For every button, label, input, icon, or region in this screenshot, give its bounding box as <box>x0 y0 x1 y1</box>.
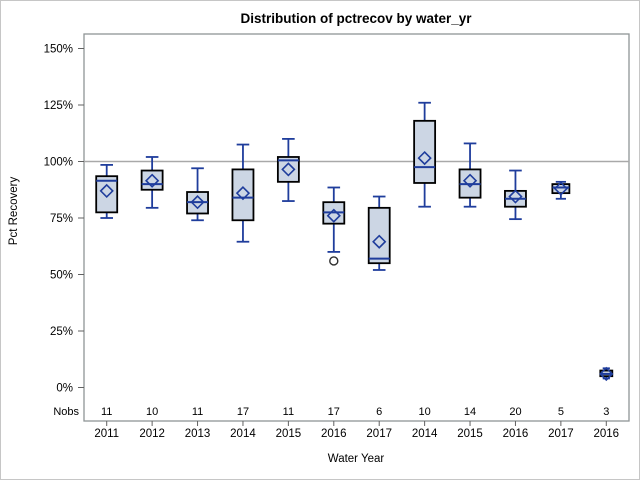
mean-diamond <box>235 186 251 201</box>
nobs-value: 14 <box>464 406 476 418</box>
nobs-value: 17 <box>237 406 249 418</box>
plot-marks: 0%25%50%75%100%125%150%20111120121020131… <box>44 33 630 440</box>
box-iqr <box>551 183 571 195</box>
x-tick-label: 2012 <box>139 428 165 440</box>
chart-title: Distribution of pctrecov by water_yr <box>240 11 472 26</box>
y-tick-label: 150% <box>44 44 73 56</box>
nobs-value: 17 <box>328 406 340 418</box>
plot-frame <box>83 33 630 422</box>
y-axis-title: Pct Recovery <box>8 177 20 246</box>
mean-diamond <box>599 366 614 382</box>
x-tick-label: 2014 <box>412 428 438 440</box>
nobs-value: 3 <box>603 406 609 418</box>
y-tick-label: 25% <box>50 326 73 338</box>
nobs-value: 6 <box>376 406 382 418</box>
x-tick-label: 2013 <box>185 428 211 440</box>
x-tick-label: 2017 <box>366 428 392 440</box>
mean-diamond <box>372 234 387 249</box>
x-tick-label: 2016 <box>593 428 619 440</box>
nobs-value: 5 <box>558 406 564 418</box>
x-tick-label: 2016 <box>503 428 529 440</box>
y-tick-label: 100% <box>44 157 73 169</box>
y-tick-label: 125% <box>44 100 73 112</box>
mean-diamond <box>99 183 114 199</box>
nobs-row-label: Nobs <box>53 406 79 418</box>
nobs-value: 10 <box>419 406 431 418</box>
box-iqr <box>276 156 300 183</box>
mean-diamond <box>326 208 341 223</box>
x-tick-label: 2014 <box>230 428 256 440</box>
outlier-point <box>329 256 339 266</box>
y-tick-label: 0% <box>56 383 73 395</box>
y-tick-label: 50% <box>50 270 73 282</box>
mean-diamond <box>190 195 205 210</box>
y-tick-label: 75% <box>50 213 73 225</box>
box-iqr <box>95 175 119 214</box>
mean-diamond <box>144 173 160 188</box>
nobs-value: 20 <box>509 406 521 418</box>
nobs-value: 11 <box>101 406 112 418</box>
nobs-value: 11 <box>192 406 203 418</box>
box-iqr <box>231 168 255 222</box>
x-tick-label: 2011 <box>94 428 119 440</box>
nobs-value: 11 <box>283 406 294 418</box>
nobs-value: 10 <box>146 406 158 418</box>
x-tick-label: 2015 <box>276 428 302 440</box>
mean-diamond <box>281 162 296 177</box>
x-tick-label: 2016 <box>321 428 347 440</box>
mean-diamond <box>462 173 478 188</box>
x-axis-title: Water Year <box>328 453 385 465</box>
x-tick-label: 2017 <box>548 428 574 440</box>
mean-diamond <box>417 150 432 166</box>
mean-diamond <box>508 189 523 204</box>
x-tick-label: 2015 <box>457 428 483 440</box>
mean-diamond <box>553 181 569 196</box>
